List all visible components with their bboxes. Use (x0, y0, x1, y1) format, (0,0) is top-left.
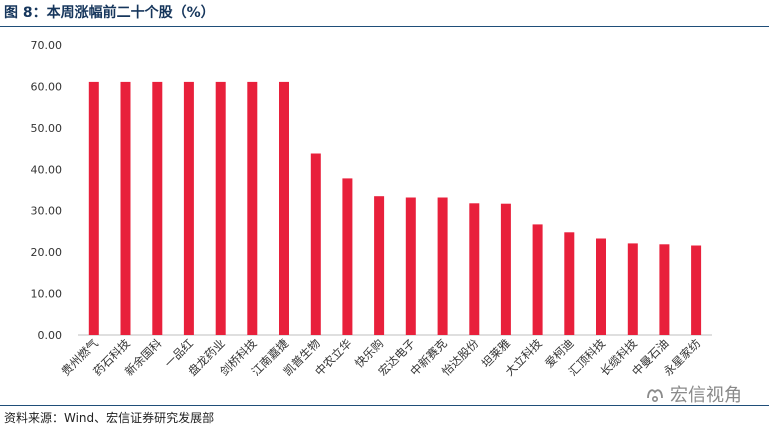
bar (183, 81, 194, 336)
bar (88, 81, 99, 336)
bar (247, 81, 258, 336)
bar (627, 243, 638, 335)
x-axis-labels: 贵州燃气药石科技新余国科一品红盘龙药业剑桥科技江南嘉捷凯普生物中农立华快乐购宏达… (58, 336, 703, 379)
y-tick-label: 30.00 (31, 205, 63, 218)
bar (437, 197, 448, 335)
bar (469, 203, 480, 335)
source-note: 资料来源：Wind、宏信证券研究发展部 (4, 411, 215, 425)
bar (279, 81, 289, 336)
bar (532, 224, 543, 335)
bar (120, 81, 131, 336)
bar (405, 197, 416, 335)
y-tick-label: 0.00 (38, 329, 63, 342)
y-tick-label: 60.00 (31, 80, 63, 93)
bar (374, 196, 385, 335)
bar (310, 153, 321, 335)
bar (342, 178, 353, 335)
bar (152, 81, 163, 336)
watermark-text: 宏信视角 (670, 385, 742, 406)
watermark: 宏信视角 (644, 380, 742, 408)
wechat-channel-icon (647, 389, 663, 403)
y-tick-label: 50.00 (31, 122, 63, 135)
y-tick-label: 10.00 (31, 288, 63, 301)
y-tick-label: 70.00 (31, 39, 63, 52)
footer-rule (0, 405, 769, 406)
bar (564, 232, 575, 335)
y-tick-label: 20.00 (31, 246, 63, 259)
bar (596, 238, 606, 335)
y-axis: 0.00 10.00 20.00 30.00 40.00 50.00 60.00 70.00 (31, 39, 63, 342)
bar (215, 81, 226, 336)
header-rule (0, 26, 769, 27)
bar-chart: 0.0010.0020.0030.0040.0050.0060.0070.00 … (31, 39, 712, 379)
bar (659, 244, 670, 335)
figure-title: 图 8：本周涨幅前二十个股（%） (4, 5, 215, 21)
bar-series (88, 81, 702, 336)
bar (691, 245, 702, 335)
bar (500, 203, 511, 335)
y-tick-label: 40.00 (31, 163, 63, 176)
